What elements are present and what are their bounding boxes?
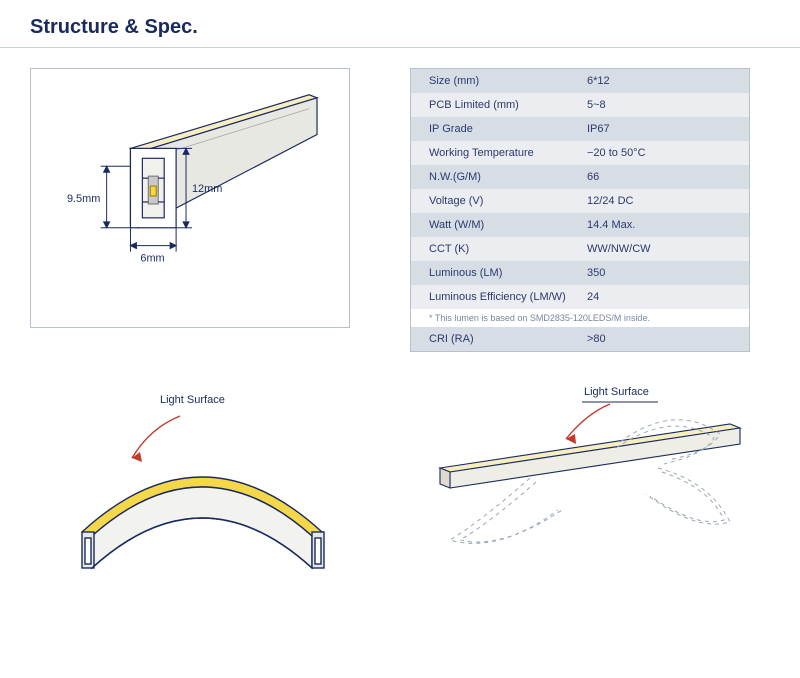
spec-value: IP67 bbox=[581, 123, 749, 135]
spec-table: Size (mm)6*12PCB Limited (mm)5~8IP Grade… bbox=[410, 68, 750, 352]
section-title: Structure & Spec. bbox=[0, 0, 800, 48]
spec-value: >80 bbox=[581, 333, 749, 345]
spec-value: 14.4 Max. bbox=[581, 219, 749, 231]
spec-row: Working Temperature−20 to 50°C bbox=[411, 141, 749, 165]
spec-label: Watt (W/M) bbox=[411, 219, 581, 231]
spec-label: CRI (RA) bbox=[411, 333, 581, 345]
spec-label: Working Temperature bbox=[411, 147, 581, 159]
spec-label: Luminous (LM) bbox=[411, 267, 581, 279]
spec-row: Luminous Efficiency (LM/W)24 bbox=[411, 285, 749, 309]
spec-label: Luminous Efficiency (LM/W) bbox=[411, 291, 581, 303]
bottom-row: Light Surface bbox=[0, 352, 800, 582]
cross-section-diagram: 12mm 9.5mm 6mm bbox=[30, 68, 350, 328]
spec-value: 6*12 bbox=[581, 75, 749, 87]
spec-row: CCT (K)WW/NW/CW bbox=[411, 237, 749, 261]
spec-footnote: * This lumen is based on SMD2835-120LEDS… bbox=[411, 309, 749, 327]
cross-section-svg: 12mm 9.5mm 6mm bbox=[61, 87, 319, 309]
serpentine-light-surface-diagram: Light Surface bbox=[410, 382, 760, 582]
top-row: 12mm 9.5mm 6mm Size (mm)6*12PCB Limited bbox=[0, 68, 800, 352]
spec-label: N.W.(G/M) bbox=[411, 171, 581, 183]
light-surface-label-serp: Light Surface bbox=[584, 386, 649, 398]
spec-label: IP Grade bbox=[411, 123, 581, 135]
spec-value: WW/NW/CW bbox=[581, 243, 749, 255]
light-surface-label-arc: Light Surface bbox=[160, 394, 225, 406]
spec-row: IP GradeIP67 bbox=[411, 117, 749, 141]
serp-svg bbox=[410, 382, 770, 582]
spec-row: PCB Limited (mm)5~8 bbox=[411, 93, 749, 117]
arc-svg bbox=[30, 382, 380, 582]
spec-label: Size (mm) bbox=[411, 75, 581, 87]
spec-row: Voltage (V)12/24 DC bbox=[411, 189, 749, 213]
spec-value: 5~8 bbox=[581, 99, 749, 111]
spec-value: 12/24 DC bbox=[581, 195, 749, 207]
spec-label: Voltage (V) bbox=[411, 195, 581, 207]
spec-label: PCB Limited (mm) bbox=[411, 99, 581, 111]
spec-row: Size (mm)6*12 bbox=[411, 69, 749, 93]
arc-light-surface-diagram: Light Surface bbox=[30, 382, 380, 582]
spec-value: 350 bbox=[581, 267, 749, 279]
spec-label: CCT (K) bbox=[411, 243, 581, 255]
spec-row: CRI (RA)>80 bbox=[411, 327, 749, 351]
spec-value: 24 bbox=[581, 291, 749, 303]
spec-row: Luminous (LM)350 bbox=[411, 261, 749, 285]
dim-height-label: 12mm bbox=[192, 183, 222, 195]
spec-row: Watt (W/M)14.4 Max. bbox=[411, 213, 749, 237]
spec-value: 66 bbox=[581, 171, 749, 183]
spec-value: −20 to 50°C bbox=[581, 147, 749, 159]
spec-row: N.W.(G/M)66 bbox=[411, 165, 749, 189]
dim-inner-label: 9.5mm bbox=[67, 193, 100, 205]
dim-width-label: 6mm bbox=[140, 253, 164, 265]
